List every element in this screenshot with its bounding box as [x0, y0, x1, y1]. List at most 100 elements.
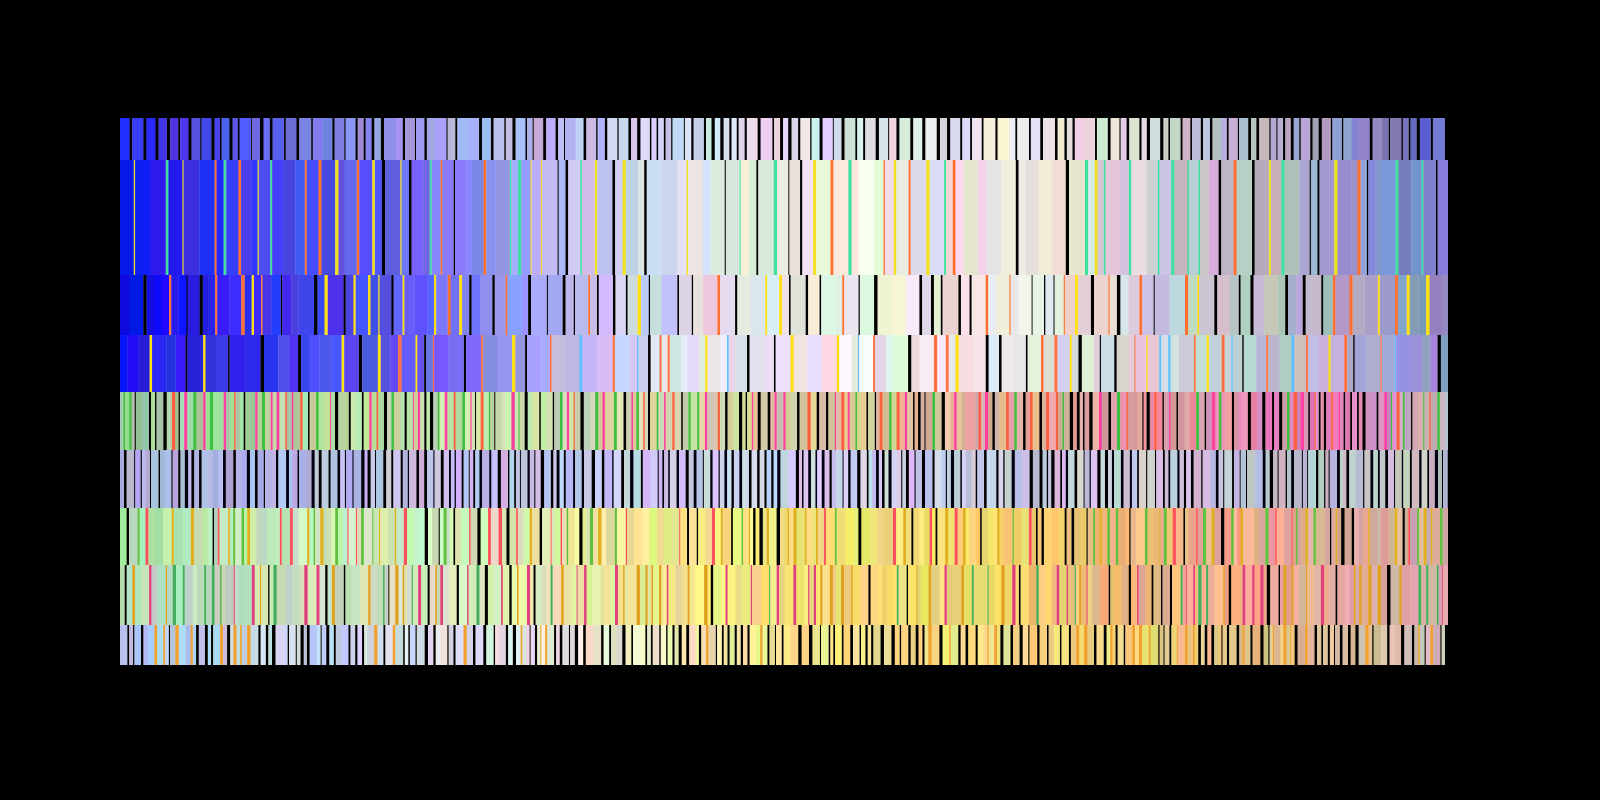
stripe — [1421, 565, 1427, 625]
stripe — [763, 335, 774, 392]
stripe — [857, 450, 861, 508]
stripe — [1279, 335, 1292, 392]
stripe — [1296, 275, 1303, 335]
stripe — [926, 160, 930, 275]
stripe — [1090, 450, 1098, 508]
stripe — [1198, 565, 1202, 625]
stripe — [384, 565, 389, 625]
stripe — [667, 335, 670, 392]
stripe — [826, 392, 829, 450]
stripe — [424, 508, 429, 565]
stripe — [1123, 450, 1130, 508]
stripe — [601, 508, 607, 565]
stripe — [884, 160, 894, 275]
stripe — [1317, 625, 1322, 665]
stripe — [482, 118, 491, 160]
stripe — [1126, 392, 1128, 450]
stripe — [411, 160, 424, 275]
stripe — [154, 625, 158, 665]
stripe — [993, 508, 998, 565]
stripe — [466, 625, 473, 665]
stripe — [821, 275, 836, 335]
stripe — [703, 450, 711, 508]
stripe — [1402, 508, 1405, 565]
stripe — [368, 275, 371, 335]
stripe — [661, 275, 678, 335]
stripe — [521, 275, 529, 335]
stripe — [802, 450, 804, 508]
stripe — [320, 625, 322, 665]
stripe — [221, 565, 225, 625]
stripe — [748, 508, 750, 565]
stripe — [142, 565, 150, 625]
stripe — [1061, 625, 1069, 665]
stripe — [937, 335, 946, 392]
stripe — [1231, 508, 1234, 565]
stripe — [1418, 275, 1427, 335]
stripe — [1116, 392, 1121, 450]
stripe — [958, 275, 961, 335]
stripe — [1427, 450, 1430, 508]
stripe — [120, 450, 125, 508]
stripe — [710, 160, 725, 275]
stripe — [1032, 392, 1040, 450]
stripe — [908, 335, 912, 392]
stripe — [642, 508, 650, 565]
stripe — [743, 625, 748, 665]
stripe — [1240, 275, 1251, 335]
stripe — [494, 275, 506, 335]
stripe — [625, 625, 632, 665]
stripe — [229, 118, 233, 160]
stripe — [1087, 625, 1095, 665]
stripe — [141, 625, 144, 665]
stripe — [416, 450, 420, 508]
stripe — [1089, 392, 1093, 450]
stripe — [156, 565, 166, 625]
stripe — [469, 450, 474, 508]
stripe — [766, 508, 769, 565]
stripe — [723, 118, 730, 160]
stripe — [1060, 450, 1063, 508]
stripe — [516, 508, 518, 565]
stripe — [638, 392, 644, 450]
stripe — [312, 118, 323, 160]
stripe — [790, 625, 799, 665]
stripe — [687, 565, 690, 625]
stripe — [1233, 160, 1237, 275]
stripe — [134, 392, 136, 450]
stripe — [742, 450, 746, 508]
stripe — [650, 450, 658, 508]
stripe — [1442, 450, 1444, 508]
stripe — [353, 450, 362, 508]
stripe — [1274, 625, 1281, 665]
stripe — [724, 450, 728, 508]
stripe — [360, 565, 369, 625]
stripe — [306, 625, 310, 665]
stripe — [618, 118, 629, 160]
stripe — [1160, 508, 1164, 565]
stripe — [258, 625, 261, 665]
stripe — [199, 450, 202, 508]
stripe — [1426, 275, 1430, 335]
stripe — [689, 508, 697, 565]
stripe — [663, 118, 666, 160]
stripe — [726, 335, 729, 392]
stripe — [303, 625, 307, 665]
stripe — [1284, 160, 1300, 275]
stripe — [981, 392, 985, 450]
stripe — [1059, 565, 1067, 625]
stripe — [1221, 335, 1225, 392]
stripe — [268, 565, 270, 625]
stripe — [1238, 275, 1241, 335]
stripe — [265, 625, 269, 665]
stripe — [988, 335, 1000, 392]
stripe — [773, 160, 778, 275]
stripe — [800, 118, 811, 160]
stripe — [994, 625, 998, 665]
stripe — [978, 392, 982, 450]
stripe — [1429, 275, 1443, 335]
stripe — [719, 450, 725, 508]
stripe — [258, 160, 271, 275]
stripe — [925, 392, 933, 450]
stripe — [279, 392, 286, 450]
